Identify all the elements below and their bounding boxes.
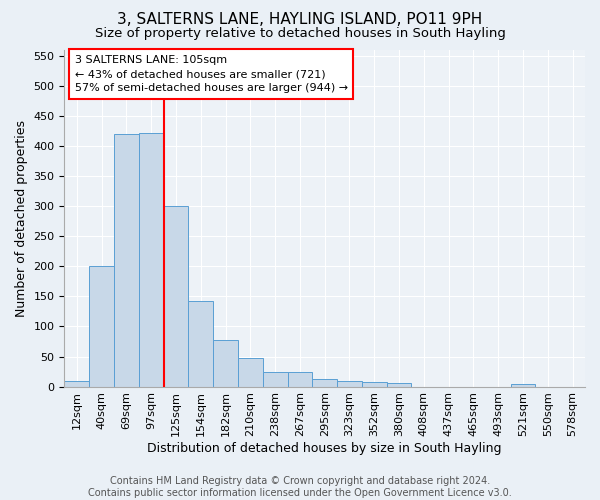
Bar — [263, 372, 287, 386]
Bar — [362, 382, 386, 386]
Text: 3, SALTERNS LANE, HAYLING ISLAND, PO11 9PH: 3, SALTERNS LANE, HAYLING ISLAND, PO11 9… — [118, 12, 482, 28]
Bar — [164, 206, 188, 386]
Bar — [213, 340, 238, 386]
Bar — [337, 380, 362, 386]
Bar — [287, 372, 313, 386]
Bar — [188, 300, 213, 386]
Text: Size of property relative to detached houses in South Hayling: Size of property relative to detached ho… — [95, 28, 505, 40]
Bar — [313, 380, 337, 386]
X-axis label: Distribution of detached houses by size in South Hayling: Distribution of detached houses by size … — [148, 442, 502, 455]
Bar — [238, 358, 263, 386]
Bar — [64, 380, 89, 386]
Y-axis label: Number of detached properties: Number of detached properties — [15, 120, 28, 317]
Text: Contains HM Land Registry data © Crown copyright and database right 2024.
Contai: Contains HM Land Registry data © Crown c… — [88, 476, 512, 498]
Bar — [139, 133, 164, 386]
Bar — [89, 266, 114, 386]
Bar — [386, 383, 412, 386]
Text: 3 SALTERNS LANE: 105sqm
← 43% of detached houses are smaller (721)
57% of semi-d: 3 SALTERNS LANE: 105sqm ← 43% of detache… — [75, 55, 348, 93]
Bar — [114, 134, 139, 386]
Bar — [511, 384, 535, 386]
